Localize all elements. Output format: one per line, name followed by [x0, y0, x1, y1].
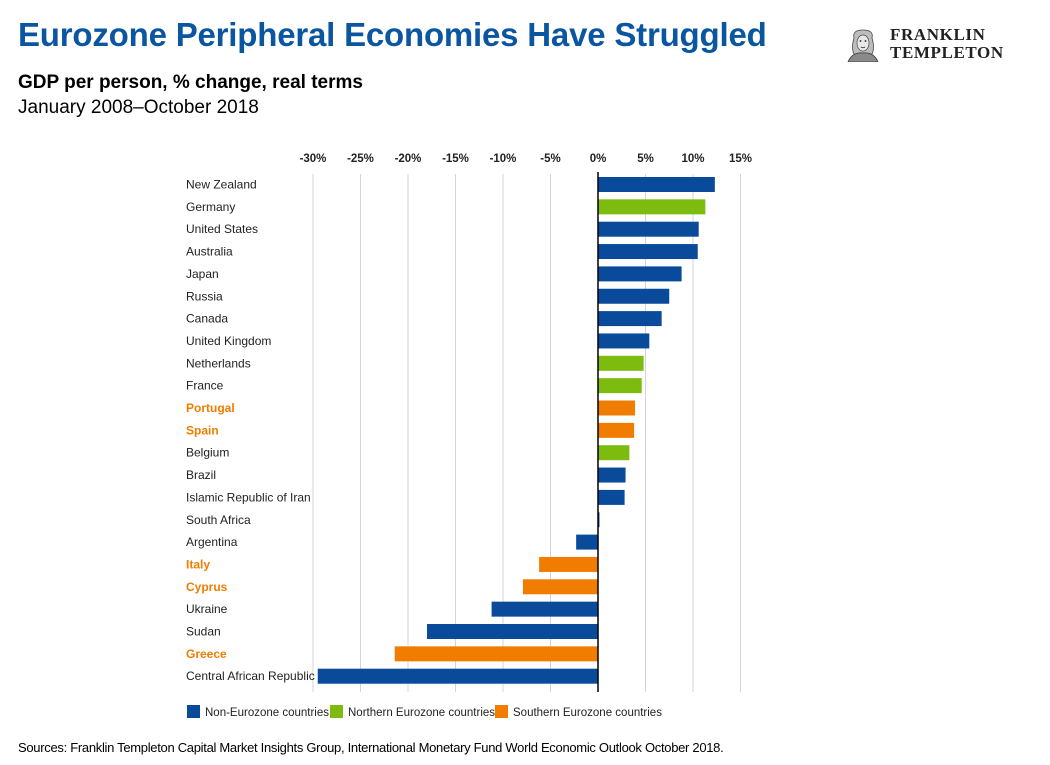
bar: [598, 221, 699, 237]
bar: [598, 445, 630, 461]
bar: [598, 400, 636, 416]
bar: [598, 355, 644, 371]
category-label: Greece: [186, 647, 227, 661]
category-label: Islamic Republic of Iran: [186, 490, 311, 504]
logo-wordmark: FRANKLIN TEMPLETON: [890, 26, 1004, 62]
bar: [598, 378, 642, 394]
bar: [598, 311, 662, 327]
legend-swatch: [330, 705, 343, 718]
bar: [598, 244, 698, 260]
category-label: Cyprus: [186, 580, 228, 594]
category-label: France: [186, 379, 224, 393]
category-label: Argentina: [186, 535, 238, 549]
x-tick-label: -30%: [300, 153, 327, 165]
bar: [598, 177, 715, 192]
legend-label: Non-Eurozone countries: [205, 707, 329, 719]
bar: [598, 467, 626, 483]
x-tick-label: -5%: [540, 153, 560, 165]
bar: [598, 266, 682, 282]
bar: [598, 489, 625, 505]
category-label: Central African Republic: [186, 669, 315, 683]
category-label: Italy: [186, 557, 210, 571]
category-label: Belgium: [186, 446, 229, 460]
x-axis-tick-labels: -30% -25% -20% -15% -10% -5% 0% 5% 10% 15%: [300, 153, 752, 165]
category-label: Netherlands: [186, 356, 251, 370]
category-label: Portugal: [186, 401, 235, 415]
bar: [394, 646, 598, 662]
bar: [598, 288, 670, 304]
legend-swatch: [187, 705, 200, 718]
category-label: Spain: [186, 423, 219, 437]
category-label: United States: [186, 222, 258, 236]
bars: [317, 177, 715, 684]
bar: [491, 601, 598, 617]
category-label: Brazil: [186, 468, 216, 482]
franklin-templeton-logo: FRANKLIN TEMPLETON: [842, 26, 1017, 66]
category-label: Germany: [186, 200, 235, 214]
category-label: South Africa: [186, 513, 251, 527]
x-tick-label: -10%: [490, 153, 517, 165]
bar: [598, 422, 635, 438]
bar: [427, 624, 598, 639]
chart-subtitle: GDP per person, % change, real terms: [18, 72, 363, 93]
category-label: Japan: [186, 267, 219, 281]
x-tick-label: 5%: [637, 153, 654, 165]
x-tick-label: 10%: [681, 153, 704, 165]
bar-chart: -30% -25% -20% -15% -10% -5% 0% 5% 10% 15% New Ze…: [186, 153, 752, 719]
bar: [576, 534, 598, 550]
source-note: Sources: Franklin Templeton Capital Mark…: [18, 740, 724, 755]
logo-line-franklin: FRANKLIN: [890, 25, 986, 44]
chart-title: Eurozone Peripheral Economies Have Strug…: [18, 16, 767, 53]
category-label: Sudan: [186, 625, 221, 639]
legend-label: Southern Eurozone countries: [513, 707, 662, 719]
legend-swatch: [495, 705, 508, 718]
category-label: Russia: [186, 289, 223, 303]
bar: [539, 556, 598, 572]
category-label: New Zealand: [186, 178, 257, 192]
category-label: United Kingdom: [186, 334, 271, 348]
bar: [317, 668, 598, 684]
x-tick-label: 15%: [729, 153, 752, 165]
category-label: Australia: [186, 245, 233, 259]
bar: [598, 199, 706, 215]
x-tick-label: -20%: [395, 153, 422, 165]
x-tick-label: -15%: [442, 153, 469, 165]
legend-label: Northern Eurozone countries: [348, 707, 495, 719]
bar: [522, 579, 598, 595]
category-labels: New Zealand Germany United States Australia…: [186, 178, 315, 684]
legend: Non-Eurozone countries Northern Eurozone …: [187, 705, 662, 719]
logo-line-templeton: TEMPLETON: [890, 43, 1004, 62]
x-tick-label: 0%: [590, 153, 607, 165]
category-label: Canada: [186, 312, 228, 326]
gridlines: [312, 174, 741, 692]
benjamin-franklin-portrait-icon: [842, 26, 884, 62]
category-label: Ukraine: [186, 602, 228, 616]
date-range: January 2008–October 2018: [18, 97, 259, 118]
bar: [598, 333, 650, 349]
x-tick-label: -25%: [347, 153, 374, 165]
